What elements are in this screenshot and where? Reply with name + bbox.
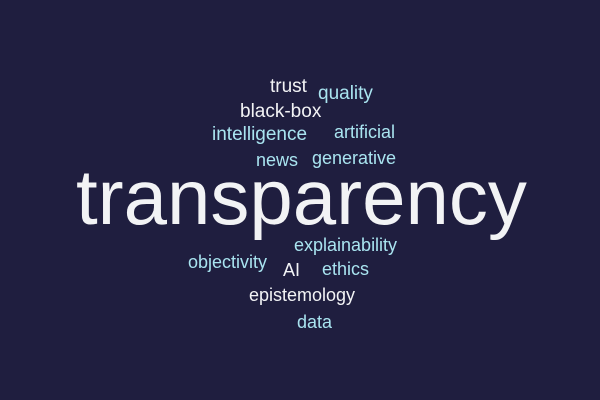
word-data: data xyxy=(297,312,333,332)
word-objectivity: objectivity xyxy=(188,252,268,272)
word-artificial: artificial xyxy=(334,122,396,142)
word-quality: quality xyxy=(318,83,373,104)
word-ethics: ethics xyxy=(322,259,370,279)
word-black-box: black-box xyxy=(240,101,322,122)
word-trust: trust xyxy=(270,76,307,97)
word-epistemology: epistemology xyxy=(249,285,356,305)
word-intelligence: intelligence xyxy=(212,124,308,145)
word-transparency: transparency xyxy=(76,153,527,241)
word-news: news xyxy=(256,150,299,170)
word-ai: AI xyxy=(283,260,301,280)
word-explainability: explainability xyxy=(294,235,398,255)
word-generative: generative xyxy=(312,148,397,168)
